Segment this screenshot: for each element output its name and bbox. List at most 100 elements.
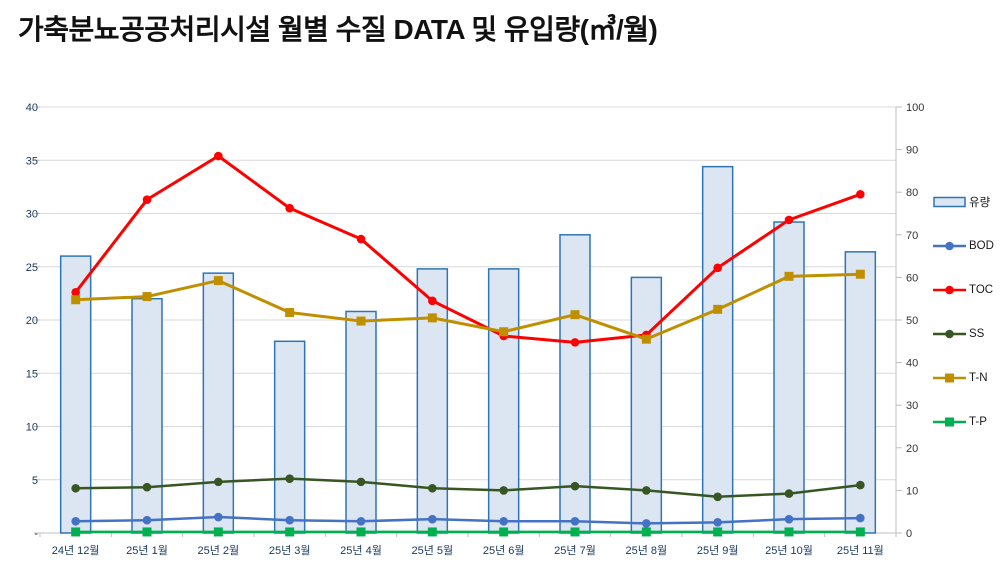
marker-T-N-10 <box>784 271 794 281</box>
swatch-marker-circle <box>945 329 954 339</box>
marker-TOC-0 <box>71 288 80 297</box>
marker-T-P-10 <box>784 527 794 537</box>
x-axis-label-11: 25년 11월 <box>837 544 884 557</box>
bar-1 <box>131 297 163 534</box>
line-series-T-N <box>71 269 865 344</box>
right-axis-label-3: 30 <box>906 400 918 412</box>
legend-bar-swatch <box>933 196 966 208</box>
right-axis-label-5: 50 <box>906 315 918 327</box>
legend-line-swatch-T-P <box>933 417 966 427</box>
marker-T-N-8 <box>641 334 651 344</box>
swatch-marker-square <box>945 417 954 427</box>
marker-TOC-7 <box>570 338 580 347</box>
marker-T-N-1 <box>142 292 152 302</box>
legend-label: T-P <box>969 416 987 428</box>
x-axis-label-7: 25년 7월 <box>554 544 596 557</box>
marker-T-P-0 <box>71 527 81 537</box>
legend-item-T-N: T-N <box>933 372 1007 384</box>
marker-BOD-2 <box>214 512 223 522</box>
legend-line-swatch-TOC <box>933 285 966 295</box>
marker-TOC-1 <box>142 195 152 204</box>
legend-item-SS: SS <box>933 328 1007 340</box>
marker-TOC-9 <box>713 263 722 273</box>
marker-T-N-6 <box>499 327 509 337</box>
bar-series-flow <box>59 165 877 534</box>
left-axis-label-7: 35 <box>26 155 38 167</box>
marker-BOD-5 <box>428 514 437 524</box>
marker-T-P-7 <box>570 527 580 537</box>
marker-T-P-2 <box>213 527 223 537</box>
chart-legend: 유량 BOD TOC SS T-N T-P <box>933 196 1007 460</box>
marker-TOC-4 <box>356 234 366 244</box>
legend-item-TOC: TOC <box>933 284 1007 296</box>
marker-TOC-11 <box>856 190 865 199</box>
marker-BOD-8 <box>642 519 651 528</box>
marker-BOD-3 <box>285 515 294 525</box>
marker-BOD-0 <box>71 516 80 526</box>
series-line-BOD <box>74 515 862 525</box>
bar-9 <box>701 165 734 534</box>
left-axis-label-8: 40 <box>26 102 38 114</box>
line-series-T-P <box>71 527 865 537</box>
left-axis-label-4: 20 <box>26 315 38 327</box>
line-series-TOC <box>71 151 865 347</box>
bar-3 <box>273 340 306 534</box>
marker-T-N-0 <box>71 295 81 305</box>
chart-title: 가축분뇨공공처리시설 월별 수질 DATA 및 유입량(㎥/월) <box>18 14 658 45</box>
marker-TOC-10 <box>784 215 794 225</box>
line-series-BOD <box>71 512 865 528</box>
marker-T-P-11 <box>855 527 865 537</box>
right-axis-label-8: 80 <box>906 187 918 199</box>
marker-BOD-6 <box>499 516 508 526</box>
marker-T-N-7 <box>570 310 580 320</box>
marker-T-N-9 <box>713 304 723 314</box>
marker-SS-10 <box>784 489 794 498</box>
x-axis-label-2: 25년 2월 <box>198 544 240 557</box>
bar-2 <box>202 272 235 534</box>
left-axis-label-6: 30 <box>26 209 38 221</box>
marker-T-P-5 <box>427 527 437 537</box>
legend-line-swatch-T-N <box>933 373 966 383</box>
legend-line-swatch-BOD <box>933 241 966 251</box>
marker-BOD-4 <box>356 516 366 526</box>
left-axis-label-2: 10 <box>26 422 38 434</box>
legend-item-T-P: T-P <box>933 416 1007 428</box>
marker-SS-3 <box>285 474 294 483</box>
legend-label: SS <box>969 328 985 340</box>
marker-T-P-8 <box>641 527 651 537</box>
marker-BOD-7 <box>570 516 580 526</box>
marker-SS-9 <box>713 492 722 502</box>
axes <box>34 106 902 537</box>
right-axis-label-2: 20 <box>906 443 918 455</box>
legend-label: TOC <box>969 284 994 296</box>
x-axis-label-8: 25년 8월 <box>626 544 668 557</box>
bar-5 <box>416 268 449 534</box>
bar-10 <box>773 221 805 534</box>
legend-label: T-N <box>969 372 988 384</box>
legend-label: 유량 <box>969 197 991 209</box>
x-axis-label-10: 25년 10월 <box>765 544 813 557</box>
right-axis-label-1: 10 <box>906 485 918 497</box>
marker-T-N-2 <box>213 276 223 286</box>
x-axis-label-4: 25년 4월 <box>340 544 382 557</box>
marker-T-N-5 <box>427 313 437 323</box>
right-axis-label-9: 90 <box>906 145 918 157</box>
series-line-SS <box>74 477 862 499</box>
marker-T-N-11 <box>855 269 865 279</box>
legend-item-BOD: BOD <box>933 240 1007 252</box>
marker-SS-5 <box>428 483 437 493</box>
legend-line-swatch-SS <box>933 329 966 339</box>
marker-BOD-1 <box>142 515 152 525</box>
marker-BOD-9 <box>713 518 722 527</box>
marker-SS-7 <box>570 481 580 491</box>
x-axis-label-0: 24년 12월 <box>52 544 100 557</box>
marker-SS-4 <box>356 477 366 487</box>
marker-T-P-3 <box>285 527 295 537</box>
swatch-marker-circle <box>945 241 954 251</box>
line-series-SS <box>71 474 865 502</box>
legend-label: BOD <box>969 240 994 252</box>
left-axis-label-0: - <box>34 528 38 540</box>
legend-item-유량: 유량 <box>933 196 1007 209</box>
